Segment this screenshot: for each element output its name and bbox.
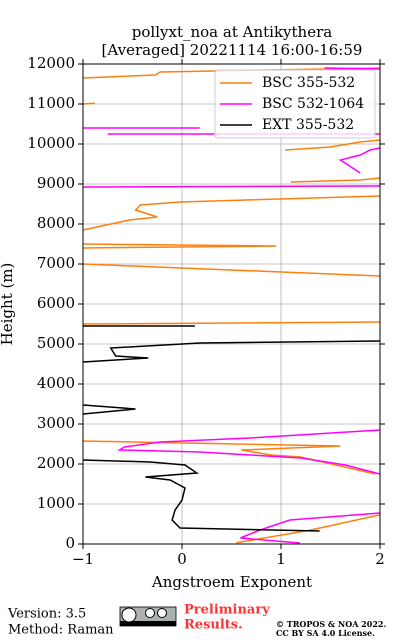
method: Method: Raman — [8, 623, 114, 638]
legend-label: EXT 355-532 — [262, 117, 354, 133]
plot-frame — [82, 63, 381, 545]
results-label: Results. — [184, 618, 243, 633]
legend-box — [214, 69, 376, 139]
y-axis-label: Height (m) — [0, 263, 16, 346]
y-tick-label: 2000 — [37, 454, 75, 472]
x-axis-label: Angstroem Exponent — [151, 573, 312, 591]
license: CC BY SA 4.0 License. — [276, 628, 375, 638]
x-tick-label: 2 — [375, 550, 385, 568]
plot-lines — [83, 67, 380, 544]
y-tick-label: 3000 — [37, 414, 75, 432]
legend-label: BSC 355-532 — [262, 75, 355, 91]
y-tick-label: 6000 — [37, 294, 75, 312]
chart-subtitle: [Averaged] 20221114 16:00-16:59 — [102, 41, 363, 59]
y-tick-label: 11000 — [27, 94, 75, 112]
y-tick-label: 4000 — [37, 374, 75, 392]
y-tick-label: 8000 — [37, 214, 75, 232]
y-tick-label: 12000 — [27, 54, 75, 72]
series-line — [83, 325, 380, 532]
chart-title: pollyxt_noa at Antikythera — [132, 23, 332, 41]
copyright: © TROPOS & NOA 2022. — [276, 619, 386, 629]
version: Version: 3.5 — [7, 607, 86, 622]
series-line — [83, 67, 380, 544]
y-tick-label: 1000 — [37, 494, 75, 512]
y-tick-label: 10000 — [27, 134, 75, 152]
x-tick-label: −1 — [72, 550, 94, 568]
x-tick-label: 0 — [177, 550, 187, 568]
cc-logo — [119, 606, 177, 627]
preliminary-label: Preliminary — [184, 603, 270, 618]
y-tick-label: 0 — [65, 534, 75, 552]
y-tick-label: 5000 — [37, 334, 75, 352]
y-tick-label: 7000 — [37, 254, 75, 272]
y-tick-label: 9000 — [37, 174, 75, 192]
x-tick-label: 1 — [276, 550, 286, 568]
legend-label: BSC 532-1064 — [262, 96, 364, 112]
legend: BSC 355-532 BSC 532-1064 EXT 355-532 — [214, 69, 376, 139]
series-line — [83, 67, 380, 544]
